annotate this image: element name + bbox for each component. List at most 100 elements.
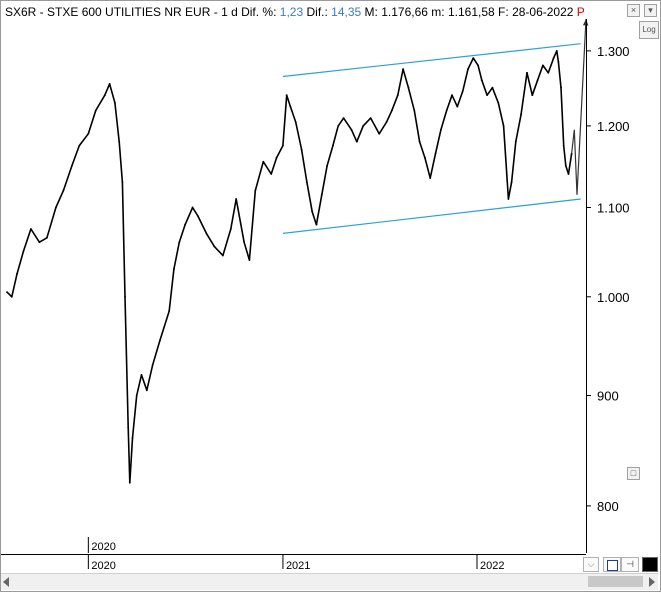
price-point	[311, 210, 314, 213]
price-point	[135, 394, 138, 397]
price-point	[520, 113, 523, 116]
price-point	[10, 295, 13, 298]
price-point	[439, 128, 442, 131]
save-icon[interactable]	[603, 557, 621, 572]
price-point	[118, 140, 121, 143]
close-button[interactable]: ×	[627, 4, 640, 17]
channel-upper-line	[282, 43, 581, 78]
price-point	[385, 121, 388, 123]
price-point	[342, 117, 345, 120]
price-point	[305, 181, 308, 184]
price-point	[491, 86, 494, 89]
price-line	[6, 50, 573, 484]
price-point	[184, 223, 187, 226]
price-point	[22, 250, 25, 252]
price-point	[434, 152, 437, 155]
log-scale-button[interactable]: Log	[639, 21, 659, 39]
price-point	[87, 132, 90, 135]
price-point	[229, 228, 232, 230]
save-icon-shape	[607, 560, 618, 571]
scroll-thumb[interactable]	[588, 576, 643, 587]
symbol-name: SX6R - STXE 600 UTILITIES NR EUR -	[5, 5, 218, 19]
price-point	[151, 363, 154, 366]
y-tick-label: 1.200	[597, 119, 630, 134]
price-point	[248, 259, 251, 261]
price-point	[567, 173, 570, 175]
price-point	[294, 121, 297, 123]
price-point	[94, 109, 97, 112]
price-point	[221, 254, 224, 257]
price-point	[547, 71, 550, 74]
price-point	[282, 144, 284, 147]
date-label: F:	[498, 5, 509, 19]
price-point	[320, 193, 323, 196]
price-point	[413, 109, 416, 112]
price-point	[140, 374, 143, 376]
projection-arrowhead	[582, 19, 589, 26]
max-label: M:	[364, 5, 378, 19]
projection[interactable]	[571, 18, 589, 195]
price-point	[542, 64, 544, 67]
scroll-right-icon[interactable]	[649, 577, 655, 587]
price-series	[6, 49, 573, 484]
fit-icon[interactable]: ⌵	[583, 557, 599, 572]
price-point	[536, 79, 539, 82]
price-point	[514, 140, 517, 143]
dif-label: Dif.:	[306, 5, 328, 19]
menu-button[interactable]: ▾	[644, 4, 657, 17]
price-point	[70, 164, 73, 167]
price-point	[424, 156, 426, 159]
price-point	[497, 101, 500, 104]
price-point	[191, 206, 194, 209]
price-point	[461, 90, 464, 93]
min-value: 1.161,58	[447, 5, 495, 19]
price-point	[300, 148, 303, 151]
price-point	[418, 140, 421, 143]
price-point	[402, 68, 405, 70]
x-tick-label: 2020	[91, 560, 115, 571]
price-point	[114, 101, 116, 104]
price-point	[350, 128, 353, 131]
x-axis: 2020 2021 2022 2020	[87, 537, 504, 571]
flag-p: P	[576, 5, 585, 19]
period-label[interactable]: 1 d	[221, 5, 238, 19]
x-tick-label: 2021	[286, 560, 310, 571]
price-point	[456, 105, 459, 108]
x-axis-line	[1, 554, 586, 555]
price-point	[396, 94, 399, 97]
color-swatch[interactable]	[642, 557, 658, 572]
price-point	[78, 144, 81, 147]
dif-pct-value: 1,23	[279, 5, 304, 19]
y-tick-label: 1.100	[597, 200, 630, 215]
price-point	[289, 105, 292, 108]
min-label: m:	[431, 5, 445, 19]
price-point	[127, 426, 130, 429]
price-point	[168, 310, 171, 312]
scroll-left-icon[interactable]	[3, 577, 9, 587]
expand-button[interactable]: □	[627, 467, 640, 480]
y-axis: 800 900 1.000 1.100 1.200 1.300	[586, 44, 630, 514]
pin-icon[interactable]: ⊣	[621, 557, 639, 572]
price-point	[315, 223, 318, 226]
max-value: 1.176,66	[381, 5, 428, 19]
price-point	[145, 389, 148, 392]
trend-channel[interactable]	[282, 43, 581, 234]
price-point	[502, 125, 505, 127]
y-tick-label: 900	[597, 389, 619, 404]
price-point	[507, 198, 510, 200]
price-point	[445, 109, 448, 112]
price-point	[196, 215, 199, 217]
price-point	[391, 109, 393, 112]
price-point	[30, 228, 32, 230]
price-point	[531, 94, 534, 97]
price-point	[213, 245, 216, 248]
price-point	[121, 181, 124, 184]
price-point	[159, 339, 162, 341]
price-point	[178, 241, 181, 244]
price-point	[124, 295, 126, 298]
price-point	[560, 86, 562, 89]
dif-pct-label: Dif. %:	[241, 5, 277, 19]
horizontal-scrollbar[interactable]	[1, 573, 658, 590]
